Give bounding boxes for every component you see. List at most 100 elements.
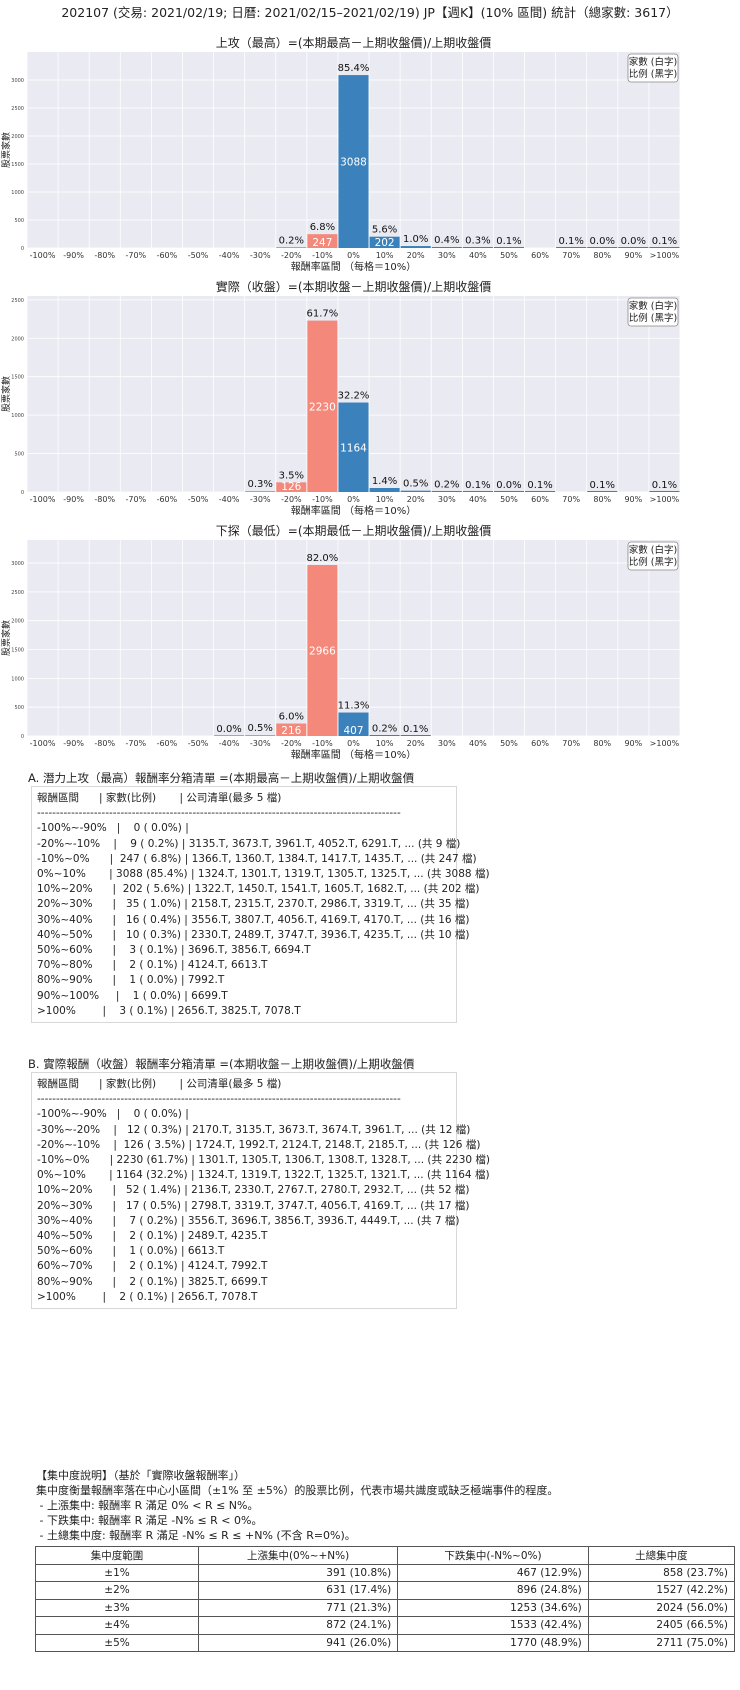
list-line: 40%~50% | 2 ( 0.1%) | 2489.T, 4235.T xyxy=(37,1230,268,1243)
chart-low: 下探（最低）=(本期最低－上期收盤價)/上期收盤價 0 500 1000 1500 200… xyxy=(0,522,740,766)
bar-pct-label: 1.0% xyxy=(403,234,428,245)
chart-high: 上攻（最高）=(本期最高－上期收盤價)/上期收盤價 0 500 1000 1500 200… xyxy=(0,34,740,282)
list-line: 報酬區間 | 家數(比例) | 公司清單(最多 5 檔) xyxy=(37,792,282,804)
table-cell: 1527 (42.2%) xyxy=(587,1581,736,1600)
list-line: -100%~-90% | 0 ( 0.0%) | xyxy=(37,822,189,835)
bar-pct-label: 0.0% xyxy=(216,724,241,735)
section-b-title: B. 實際報酬（收盤）報酬率分箱清單 =(本期收盤－上期收盤價)/上期收盤價 xyxy=(28,1057,415,1071)
y-tick-label: 1500 xyxy=(11,375,24,381)
list-line: 80%~90% | 2 ( 0.1%) | 3825.T, 6699.T xyxy=(37,1275,268,1288)
bar-pct-label: 0.1% xyxy=(465,480,490,491)
concentration-note: 【集中度說明】（基於「實際收盤報酬率」） 集中度衡量報酬率落在中心小區間（±1%… xyxy=(36,1468,558,1543)
table-cell: ±5% xyxy=(35,1633,199,1652)
bar-count-label: 247 xyxy=(312,237,332,249)
table-cell: 631 (17.4%) xyxy=(197,1581,399,1600)
list-line: 0%~10% | 3088 (85.4%) | 1324.T, 1301.T, … xyxy=(37,868,490,881)
bar-pct-label: 0.0% xyxy=(590,236,615,247)
section-a-list: 報酬區間 | 家數(比例) | 公司清單(最多 5 檔) ------------… xyxy=(31,786,490,1024)
bar-count-label: 202 xyxy=(375,237,395,249)
list-line: >100% | 3 ( 0.1%) | 2656.T, 3825.T, 7078… xyxy=(37,1004,301,1017)
x-tick-label: 50% xyxy=(500,739,518,748)
table-row: ±2% 631 (17.4%) 896 (24.8%) 1527 (42.2%) xyxy=(35,1581,736,1600)
bar xyxy=(245,491,276,492)
concentration-rule: - 下跌集中: 報酬率 R 滿足 -N% ≤ R < 0%。 xyxy=(36,1514,263,1527)
list-line: 20%~30% | 35 ( 1.0%) | 2158.T, 2315.T, 2… xyxy=(37,898,470,911)
bar-pct-label: 0.1% xyxy=(403,724,428,735)
table-cell: 2024 (56.0%) xyxy=(587,1598,736,1617)
bar-pct-label: 0.2% xyxy=(434,479,459,490)
x-tick-label: -100% xyxy=(30,495,56,504)
list-line: -20%~-10% | 126 ( 3.5%) | 1724.T, 1992.T… xyxy=(37,1138,481,1151)
x-tick-label: 80% xyxy=(593,739,611,748)
x-tick-label: 30% xyxy=(438,495,456,504)
y-tick-label: 2500 xyxy=(11,590,24,596)
list-line: -10%~0% | 2230 (61.7%) | 1301.T, 1305.T,… xyxy=(37,1154,490,1167)
x-tick-label: >100% xyxy=(650,251,680,260)
x-tick-label: -30% xyxy=(250,251,271,260)
table-row: ±5% 941 (26.0%) 1770 (48.9%) 2711 (75.0%) xyxy=(35,1633,736,1652)
legend-entry: 家數 (白字) xyxy=(629,56,677,68)
column-header: 下跌集中(-N%~0%) xyxy=(397,1546,589,1565)
list-line: 60%~70% | 2 ( 0.1%) | 4124.T, 7992.T xyxy=(37,1260,268,1273)
bar xyxy=(338,712,369,736)
list-line: 90%~100% | 1 ( 0.0%) | 6699.T xyxy=(37,989,228,1002)
legend: 家數 (白字)比例 (黑字) xyxy=(627,541,679,571)
bar xyxy=(245,735,276,736)
y-tick-label: 2500 xyxy=(11,298,24,304)
table-cell: 858 (23.7%) xyxy=(587,1563,736,1582)
legend: 家數 (白字)比例 (黑字) xyxy=(627,297,679,327)
plot-area xyxy=(27,540,680,736)
x-tick-label: -30% xyxy=(250,739,271,748)
bar xyxy=(400,490,431,492)
bar-pct-label: 32.2% xyxy=(338,391,370,402)
x-tick-label: 40% xyxy=(469,495,487,504)
bar xyxy=(462,491,493,492)
section-a-title: A. 潛力上攻（最高）報酬率分箱清單 =(本期最高－上期收盤價)/上期收盤價 xyxy=(28,771,415,785)
x-tick-label: 80% xyxy=(593,251,611,260)
bar-pct-label: 0.1% xyxy=(590,480,615,491)
bar xyxy=(400,246,431,248)
table-cell: ±1% xyxy=(35,1563,199,1582)
bar-pct-label: 0.5% xyxy=(248,723,273,734)
x-tick-label: 70% xyxy=(562,495,580,504)
x-tick-label: 90% xyxy=(624,251,642,260)
x-tick-label: -60% xyxy=(157,739,178,748)
concentration-rule: - 土總集中度: 報酬率 R 滿足 -N% ≤ R ≤ +N% (不含 R=0%… xyxy=(36,1529,356,1542)
bar-count-label: 3088 xyxy=(340,157,367,169)
table-cell: 1770 (48.9%) xyxy=(397,1633,589,1652)
x-tick-label: -50% xyxy=(188,495,209,504)
bar xyxy=(338,402,369,492)
x-tick-label: 50% xyxy=(500,495,518,504)
x-tick-label: 0% xyxy=(347,739,360,748)
x-tick-label: -70% xyxy=(125,495,146,504)
x-tick-label: 90% xyxy=(624,495,642,504)
table-cell: ±4% xyxy=(35,1616,199,1635)
list-line: 50%~60% | 1 ( 0.0%) | 6613.T xyxy=(37,1245,225,1258)
y-tick-label: 500 xyxy=(14,705,24,711)
table-cell: 1253 (34.6%) xyxy=(397,1598,589,1617)
x-tick-label: -20% xyxy=(281,251,302,260)
list-line: 70%~80% | 2 ( 0.1%) | 4124.T, 6613.T xyxy=(37,959,268,972)
y-tick-label: 1000 xyxy=(11,676,24,682)
list-line: 40%~50% | 10 ( 0.3%) | 2330.T, 2489.T, 3… xyxy=(37,928,470,941)
table-cell: 2711 (75.0%) xyxy=(587,1633,736,1652)
y-axis-label: 股票家數 xyxy=(0,620,12,656)
x-tick-label: -70% xyxy=(125,739,146,748)
bar-count-label: 216 xyxy=(281,725,301,737)
bar-pct-label: 11.3% xyxy=(338,701,370,712)
y-tick-label: 3000 xyxy=(11,78,24,84)
list-line: ----------------------------------------… xyxy=(37,807,401,820)
x-tick-label: -10% xyxy=(312,739,333,748)
list-line: 10%~20% | 52 ( 1.4%) | 2136.T, 2330.T, 2… xyxy=(37,1184,470,1197)
legend-box xyxy=(627,541,679,571)
section-b-list: 報酬區間 | 家數(比例) | 公司清單(最多 5 檔) ------------… xyxy=(31,1072,490,1310)
x-tick-label: -20% xyxy=(281,739,302,748)
bar-pct-label: 0.0% xyxy=(496,480,521,491)
x-tick-label: 0% xyxy=(347,495,360,504)
y-tick-label: 1000 xyxy=(11,190,24,196)
x-tick-label: 20% xyxy=(407,251,425,260)
legend: 家數 (白字)比例 (黑字) xyxy=(627,53,679,83)
table-cell: 872 (24.1%) xyxy=(197,1616,399,1635)
legend-entry: 比例 (黑字) xyxy=(629,68,677,80)
x-tick-label: -60% xyxy=(157,251,178,260)
